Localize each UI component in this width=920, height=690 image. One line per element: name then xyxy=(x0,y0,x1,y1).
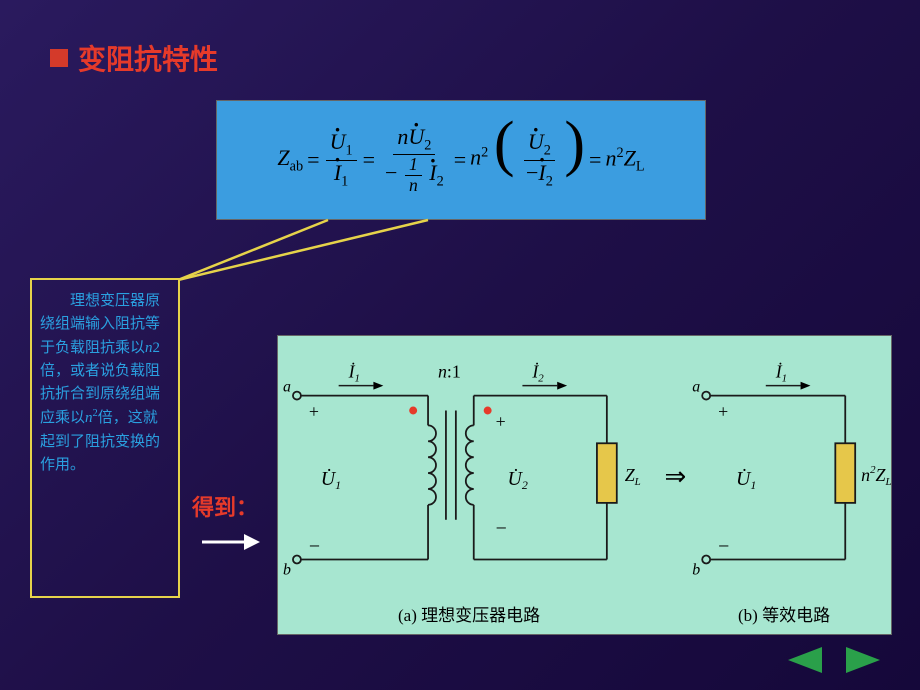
formula-step3: n2 ( U2 −I2 ) xyxy=(470,130,585,189)
svg-text:b: b xyxy=(283,561,291,578)
svg-text:İ1: İ1 xyxy=(348,362,360,385)
svg-text:U̇2: U̇2 xyxy=(508,468,528,492)
side-note-text: 理想变压器原绕组端输入阻抗等于负载阻抗乘以n2倍，或者说负载阻抗折合到原绕组端应… xyxy=(40,290,170,477)
caption-b: (b) 等效电路 xyxy=(738,601,830,626)
side-note-box: 理想变压器原绕组端输入阻抗等于负载阻抗乘以n2倍，或者说负载阻抗折合到原绕组端应… xyxy=(30,278,180,598)
svg-text:+: + xyxy=(309,401,319,421)
svg-text:İ2: İ2 xyxy=(531,362,544,385)
svg-text:⇒: ⇒ xyxy=(664,462,686,491)
next-button[interactable] xyxy=(846,647,880,678)
prev-button[interactable] xyxy=(788,647,822,678)
circuit-diagram: a b İ1 İ2 n:1 + − U̇1 xyxy=(277,335,892,635)
derivation-label: 得到： xyxy=(192,490,258,522)
impedance-formula: Zab = U1 I1 = nU2 − 1 n I2 = n2 ( U2 −I2… xyxy=(216,100,706,220)
svg-text:n2ZL: n2ZL xyxy=(861,464,891,488)
svg-text:+: + xyxy=(718,401,728,421)
equals-1: = xyxy=(307,147,319,173)
svg-text:a: a xyxy=(692,379,700,396)
svg-text:−: − xyxy=(496,518,507,540)
title-bullet xyxy=(50,49,68,67)
svg-text:U̇1: U̇1 xyxy=(736,468,756,492)
svg-text:−: − xyxy=(309,536,320,558)
formula-rhs: n2ZL xyxy=(605,145,644,176)
nav-buttons xyxy=(788,647,880,678)
svg-text:+: + xyxy=(496,411,506,431)
equals-4: = xyxy=(589,147,601,173)
callout-lines xyxy=(178,215,538,335)
circuit-svg: a b İ1 İ2 n:1 + − U̇1 xyxy=(278,336,891,634)
svg-text:ZL: ZL xyxy=(625,465,641,488)
equals-3: = xyxy=(454,147,466,173)
equals-2: = xyxy=(363,147,375,173)
arrow-right-icon xyxy=(200,530,260,554)
slide-title-row: 变阻抗特性 xyxy=(50,38,218,78)
svg-text:İ1: İ1 xyxy=(775,362,787,385)
svg-text:a: a xyxy=(283,379,291,396)
slide-title: 变阻抗特性 xyxy=(78,38,218,78)
svg-text:n:1: n:1 xyxy=(438,362,461,382)
formula-step1: U1 I1 xyxy=(326,130,357,189)
caption-a: (a) 理想变压器电路 xyxy=(398,601,540,626)
formula-lhs: Zab xyxy=(277,145,303,175)
svg-text:b: b xyxy=(692,561,700,578)
svg-text:U̇1: U̇1 xyxy=(321,468,341,492)
formula-step2: nU2 − 1 n I2 xyxy=(381,125,448,195)
svg-text:−: − xyxy=(718,536,729,558)
